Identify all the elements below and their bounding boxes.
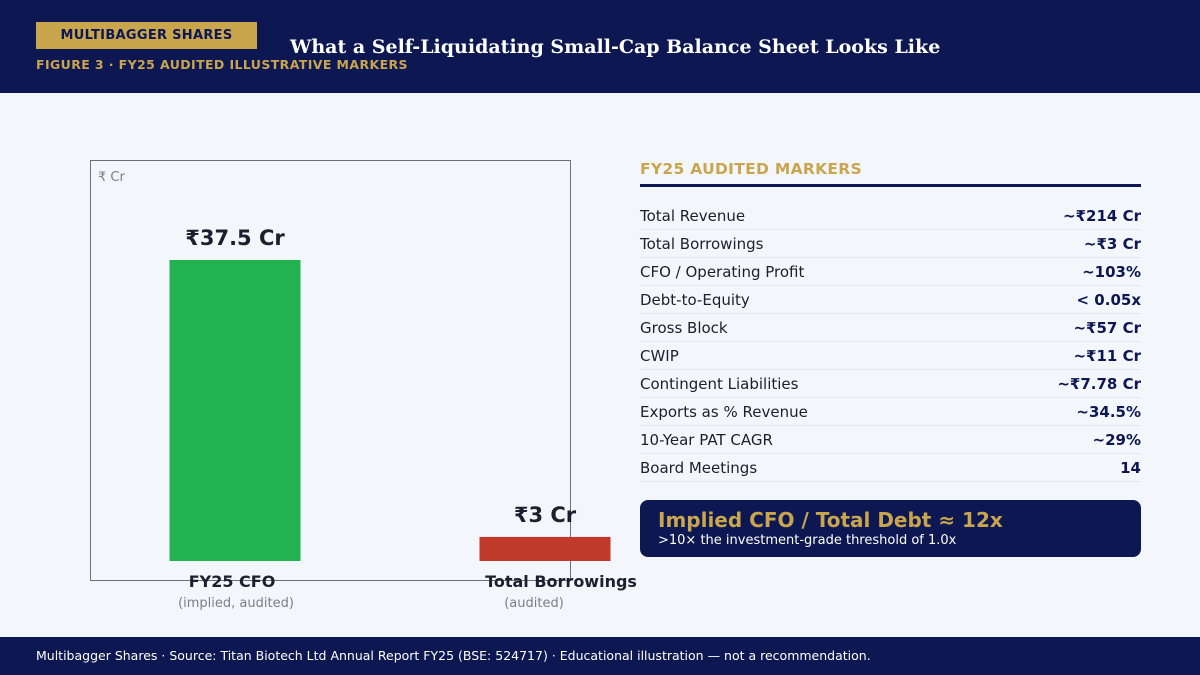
callout-subtext: >10× the investment-grade threshold of 1… [658,533,957,548]
marker-row: Contingent Liabilities ~₹7.78 Cr [640,370,1141,398]
marker-row: Total Borrowings ~₹3 Cr [640,230,1141,258]
marker-value: < 0.05x [1076,290,1141,309]
category-label: FY25 CFO [189,572,276,591]
marker-value: ~₹57 Cr [1073,318,1141,337]
marker-row: Exports as % Revenue ~34.5% [640,398,1141,426]
bar-fy25-cfo [169,260,301,561]
figure-label: FIGURE 3 · FY25 AUDITED ILLUSTRATIVE MAR… [36,57,408,72]
marker-row: Debt-to-Equity < 0.05x [640,286,1141,314]
bar-chart: ₹ Cr ₹37.5 Cr FY25 CFO (implied, audited) ₹… [98,170,637,611]
marker-label: CWIP [640,346,679,365]
marker-row: Board Meetings 14 [640,454,1141,482]
marker-label: Total Borrowings [640,234,764,253]
footer-source: Multibagger Shares · Source: Titan Biote… [36,648,871,663]
marker-row: Total Revenue ~₹214 Cr [640,202,1141,230]
bar-value-label: ₹3 Cr [514,503,577,527]
marker-value: ~₹7.78 Cr [1057,374,1141,393]
marker-label: Exports as % Revenue [640,402,808,421]
page-title: What a Self-Liquidating Small-Cap Balanc… [290,36,941,58]
marker-row: CWIP ~₹11 Cr [640,342,1141,370]
marker-label: Total Revenue [640,206,746,225]
category-sublabel: (implied, audited) [178,596,294,611]
marker-label: Gross Block [640,318,728,337]
marker-value: ~₹214 Cr [1063,206,1141,225]
marker-label: Contingent Liabilities [640,374,799,393]
bar-value-label: ₹37.5 Cr [185,226,285,250]
marker-value: ~34.5% [1076,402,1141,421]
category-sublabel: (audited) [504,596,564,611]
marker-label: Debt-to-Equity [640,290,750,309]
callout-box: Implied CFO / Total Debt ≈ 12x >10× the … [640,500,1141,557]
markers-title: FY25 AUDITED MARKERS [640,160,862,178]
marker-value: ~103% [1082,262,1141,281]
footer: Multibagger Shares · Source: Titan Biote… [0,637,1200,675]
chart-unit-label: ₹ Cr [98,170,125,185]
marker-value: ~29% [1092,430,1141,449]
marker-label: CFO / Operating Profit [640,262,805,281]
brand-badge: MULTIBAGGER SHARES [36,22,257,49]
header: MULTIBAGGER SHARES What a Self-Liquidati… [0,0,1200,93]
marker-value: ~₹3 Cr [1083,234,1141,253]
marker-row: 10-Year PAT CAGR ~29% [640,426,1141,454]
marker-row: Gross Block ~₹57 Cr [640,314,1141,342]
marker-value: ~₹11 Cr [1073,346,1141,365]
bar-total-borrowings [479,536,611,561]
marker-value: 14 [1120,458,1141,477]
marker-row: CFO / Operating Profit ~103% [640,258,1141,286]
marker-label: 10-Year PAT CAGR [640,430,773,449]
category-label: Total Borrowings [485,572,637,591]
markers-table: Total Revenue ~₹214 Cr Total Borrowings ~₹3… [640,202,1141,482]
chart-frame [90,160,571,581]
callout-headline: Implied CFO / Total Debt ≈ 12x [658,508,1003,532]
markers-divider [640,184,1141,187]
marker-label: Board Meetings [640,458,758,477]
